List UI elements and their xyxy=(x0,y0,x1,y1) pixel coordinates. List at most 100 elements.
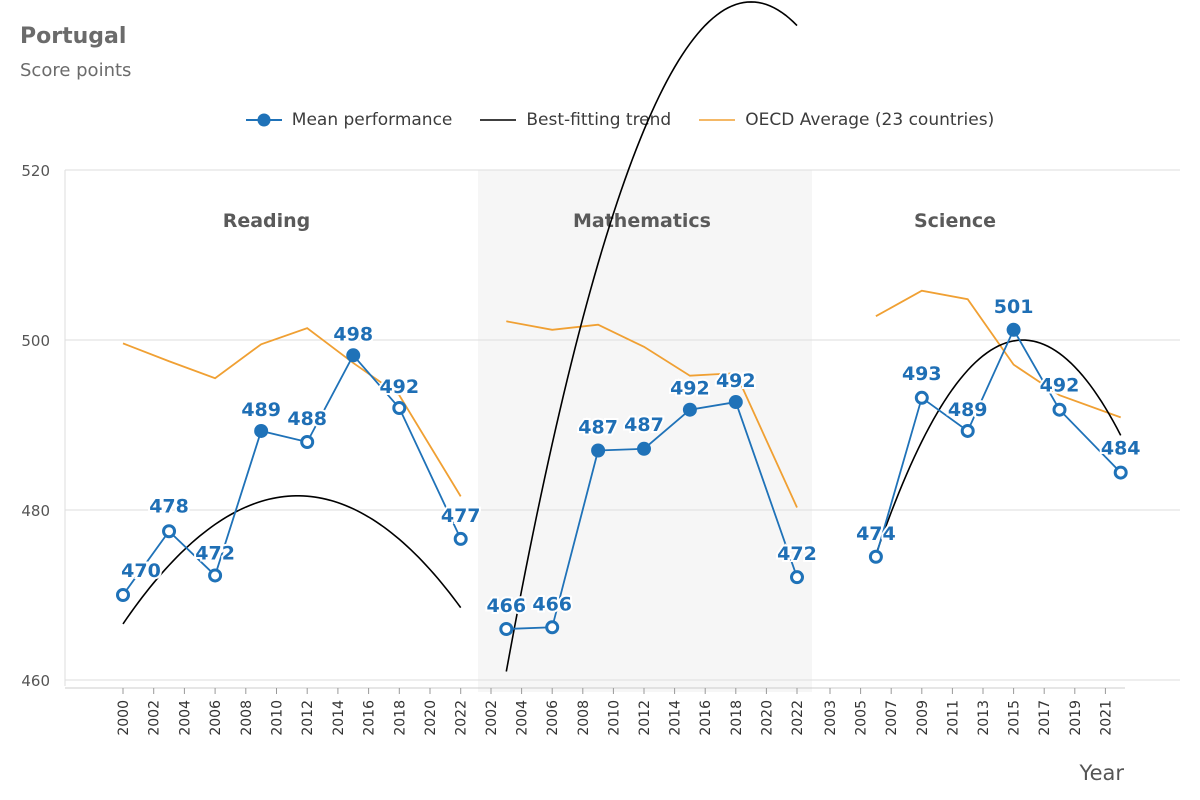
data-label: 492 xyxy=(716,370,756,392)
legend-item-oecd[interactable]: OECD Average (23 countries) xyxy=(699,110,994,130)
data-label: 472 xyxy=(777,543,817,565)
mean-point[interactable] xyxy=(254,423,269,438)
mean-point[interactable] xyxy=(300,435,315,449)
legend-mean-marker-icon xyxy=(245,113,282,127)
x-tick-label: 2014 xyxy=(331,700,347,736)
x-tick-label: 2016 xyxy=(362,700,378,736)
data-label: 470 xyxy=(121,560,161,582)
legend-oecd-label: OECD Average (23 countries) xyxy=(745,110,995,130)
legend: Mean performance Best-fitting trend OECD… xyxy=(0,110,1200,130)
mean-point[interactable] xyxy=(637,441,651,456)
legend-oecd-line-icon xyxy=(699,119,736,121)
mean-point[interactable] xyxy=(499,622,514,636)
trend-line-science xyxy=(875,339,1122,555)
x-tick-label: 2021 xyxy=(1098,700,1114,736)
mean-point[interactable] xyxy=(914,390,929,405)
x-tick-label: 2022 xyxy=(790,700,806,736)
x-tick-label: 2006 xyxy=(208,700,224,736)
x-tick-label: 2010 xyxy=(270,700,286,736)
mean-point[interactable] xyxy=(1113,465,1128,480)
x-tick-label: 2017 xyxy=(1037,700,1053,736)
x-tick-label: 2022 xyxy=(454,700,470,736)
data-label: 466 xyxy=(486,595,526,617)
x-tick-label: 2012 xyxy=(300,700,316,736)
x-tick-label: 2008 xyxy=(576,700,592,736)
trend-line-reading xyxy=(122,495,462,625)
x-axis-title: Year xyxy=(1079,761,1125,785)
x-tick-label: 2018 xyxy=(392,700,408,736)
legend-trend-label: Best-fitting trend xyxy=(526,110,672,130)
x-tick-label: 2019 xyxy=(1068,700,1084,736)
legend-trend-line-icon xyxy=(480,119,517,121)
mean-line-science xyxy=(875,327,1122,557)
mean-point[interactable] xyxy=(116,588,130,602)
x-tick-label: 2003 xyxy=(823,700,839,736)
mean-point[interactable] xyxy=(682,402,697,417)
x-tick-label: 2015 xyxy=(1007,700,1023,736)
x-tick-label: 2010 xyxy=(606,700,622,736)
x-tick-label: 2007 xyxy=(884,700,900,736)
data-label: 489 xyxy=(948,399,988,421)
legend-item-mean[interactable]: Mean performance xyxy=(245,110,453,130)
x-tick-label: 2014 xyxy=(668,700,684,736)
x-tick-label: 2012 xyxy=(637,700,653,736)
legend-mean-label: Mean performance xyxy=(291,110,453,130)
data-label: 492 xyxy=(1040,375,1080,397)
x-tick-label: 2018 xyxy=(729,700,745,736)
x-tick-label: 2020 xyxy=(759,700,775,736)
mean-line-reading xyxy=(122,353,462,596)
data-label: 489 xyxy=(241,399,281,421)
data-label: 492 xyxy=(670,378,710,400)
x-tick-label: 2005 xyxy=(854,700,870,736)
x-tick-label: 2008 xyxy=(239,700,255,736)
trend-line-mathematics xyxy=(505,1,798,672)
data-label: 477 xyxy=(441,505,481,527)
x-tick-label: 2002 xyxy=(147,700,163,736)
panel-title-mathematics: Mathematics xyxy=(573,210,711,232)
mean-point[interactable] xyxy=(591,443,606,458)
legend-item-trend[interactable]: Best-fitting trend xyxy=(480,110,671,130)
mean-point[interactable] xyxy=(392,401,407,415)
x-tick-label: 2016 xyxy=(698,700,714,736)
panel-title-science: Science xyxy=(914,210,996,232)
x-tick-label: 2006 xyxy=(545,700,561,736)
data-label: 488 xyxy=(287,408,327,430)
data-label: 501 xyxy=(994,296,1034,318)
mean-point[interactable] xyxy=(453,531,468,546)
data-label: 493 xyxy=(902,363,942,385)
y-tick-label: 520 xyxy=(21,162,50,180)
data-label: 492 xyxy=(379,376,419,398)
x-tick-label: 2004 xyxy=(515,700,531,736)
chart-subtitle: Score points xyxy=(20,60,132,81)
mean-point[interactable] xyxy=(545,620,560,635)
panel-shade-mathematics xyxy=(478,170,812,692)
data-label: 472 xyxy=(195,542,235,564)
data-label: 466 xyxy=(532,593,572,615)
mean-point[interactable] xyxy=(728,395,743,410)
mean-point[interactable] xyxy=(1006,322,1021,337)
oecd-line-science xyxy=(875,289,1122,419)
data-label: 487 xyxy=(578,417,618,439)
x-tick-label: 2009 xyxy=(915,700,931,736)
oecd-line-mathematics xyxy=(506,320,798,508)
data-label: 487 xyxy=(624,414,664,436)
x-tick-label: 2004 xyxy=(177,700,193,736)
mean-point[interactable] xyxy=(960,423,975,438)
mean-point[interactable] xyxy=(1052,402,1067,417)
oecd-line-reading xyxy=(122,327,462,497)
data-label: 474 xyxy=(856,523,896,545)
y-tick-label: 500 xyxy=(21,332,50,350)
x-tick-label: 2020 xyxy=(423,700,439,736)
mean-point[interactable] xyxy=(208,568,223,583)
data-label: 484 xyxy=(1101,438,1141,460)
y-tick-label: 460 xyxy=(21,672,50,690)
x-tick-label: 2011 xyxy=(945,700,961,736)
x-tick-label: 2013 xyxy=(976,700,992,736)
data-label: 478 xyxy=(149,495,189,517)
mean-point[interactable] xyxy=(346,348,361,363)
mean-point[interactable] xyxy=(868,549,883,564)
x-tick-label: 2002 xyxy=(484,700,500,736)
mean-point[interactable] xyxy=(162,524,177,539)
mean-point[interactable] xyxy=(790,570,804,585)
